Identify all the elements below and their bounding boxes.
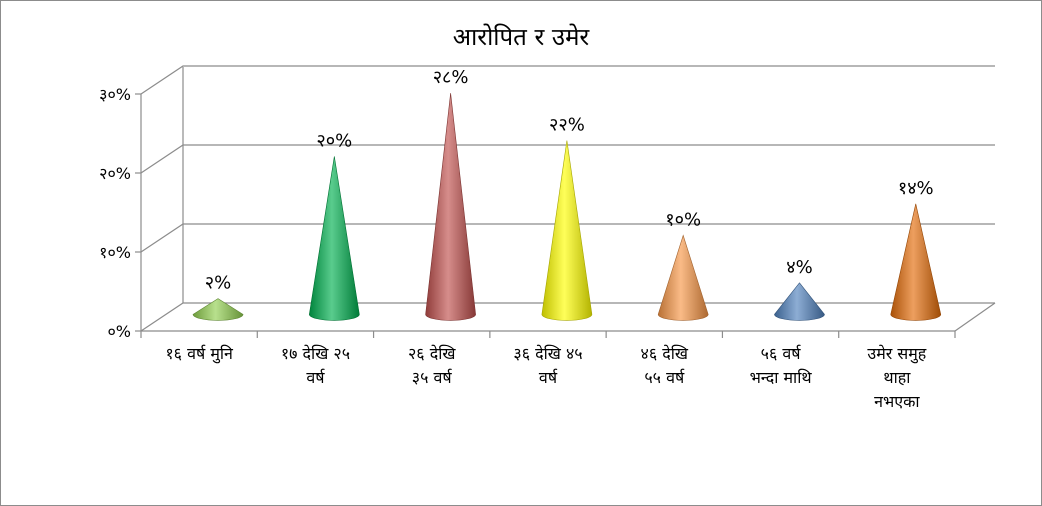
y-tick-label: ३०% <box>99 85 131 104</box>
x-category-label: ३६ देखि ४५ वर्ष <box>513 344 582 387</box>
gridline <box>140 223 995 253</box>
data-label: २% <box>205 273 231 294</box>
cone-mark <box>774 282 825 321</box>
cone-body <box>425 93 476 321</box>
cone-body <box>309 156 360 321</box>
gridline <box>140 302 995 332</box>
data-label: २२% <box>549 115 585 136</box>
gridline <box>140 65 995 95</box>
chart-title: आरोपित र उमेर <box>453 23 591 51</box>
data-label: २०% <box>316 130 352 151</box>
x-category-label: १६ वर्ष मुनि <box>165 344 234 364</box>
cone-mark <box>890 203 942 321</box>
cone-body <box>541 140 593 321</box>
x-category-line: वर्ष <box>539 368 558 387</box>
cone-mark <box>657 234 709 321</box>
y-axis-ticks: ०% १०% २०% ३०% <box>99 85 141 341</box>
x-category-label: उमेर समुह थाहा नभएका <box>867 344 926 411</box>
cone-mark <box>309 156 360 321</box>
data-label: २८% <box>433 67 469 88</box>
x-category-line: ३५ वर्ष <box>412 368 453 387</box>
x-category-label: २६ देखि ३५ वर्ष <box>408 344 456 387</box>
cone-mark <box>541 140 593 321</box>
cone-body <box>192 298 244 321</box>
y-tick-label: २०% <box>99 164 131 183</box>
cone-body <box>774 282 825 321</box>
data-labels: २% २०% २८% २२% १०% ४% १४% <box>205 67 934 293</box>
x-category-line: ३६ देखि ४५ <box>513 344 582 363</box>
x-category-line: १७ देखि २५ <box>281 344 350 363</box>
x-category-line: वर्ष <box>306 368 325 387</box>
data-label: १४% <box>898 178 934 199</box>
cones <box>192 93 942 321</box>
chart-walls <box>140 67 996 332</box>
floor-right-edge <box>954 302 996 332</box>
x-category-label: ४६ देखि ५५ वर्ष <box>641 344 689 387</box>
cone-body <box>657 234 709 321</box>
y-tick-label: ०% <box>107 322 131 341</box>
x-category-label: १७ देखि २५ वर्ष <box>281 344 350 387</box>
x-category-line: थाहा <box>883 368 911 387</box>
x-axis-categories: १६ वर्ष मुनि १७ देखि २५ वर्ष २६ देखि ३५ वर्ष… <box>140 331 956 411</box>
x-category-label: ५६ वर्ष भन्दा माथि <box>750 344 813 387</box>
y-tick-label: १०% <box>99 243 131 262</box>
cone-mark <box>425 93 476 321</box>
cone-body <box>890 203 942 321</box>
x-category-line: ५५ वर्ष <box>644 368 685 387</box>
x-category-line: २६ देखि <box>408 344 456 363</box>
cone-mark <box>192 298 244 321</box>
x-category-line: उमेर समुह <box>867 344 926 364</box>
gridlines <box>140 65 995 332</box>
x-category-line: ४६ देखि <box>641 344 689 363</box>
x-category-line: भन्दा माथि <box>750 368 813 387</box>
gridline <box>140 144 995 174</box>
x-category-line: १६ वर्ष मुनि <box>165 344 234 364</box>
data-label: १०% <box>665 209 701 230</box>
x-category-line: नभएका <box>874 392 920 411</box>
x-category-line: ५६ वर्ष <box>761 344 802 363</box>
data-label: ४% <box>786 257 812 278</box>
